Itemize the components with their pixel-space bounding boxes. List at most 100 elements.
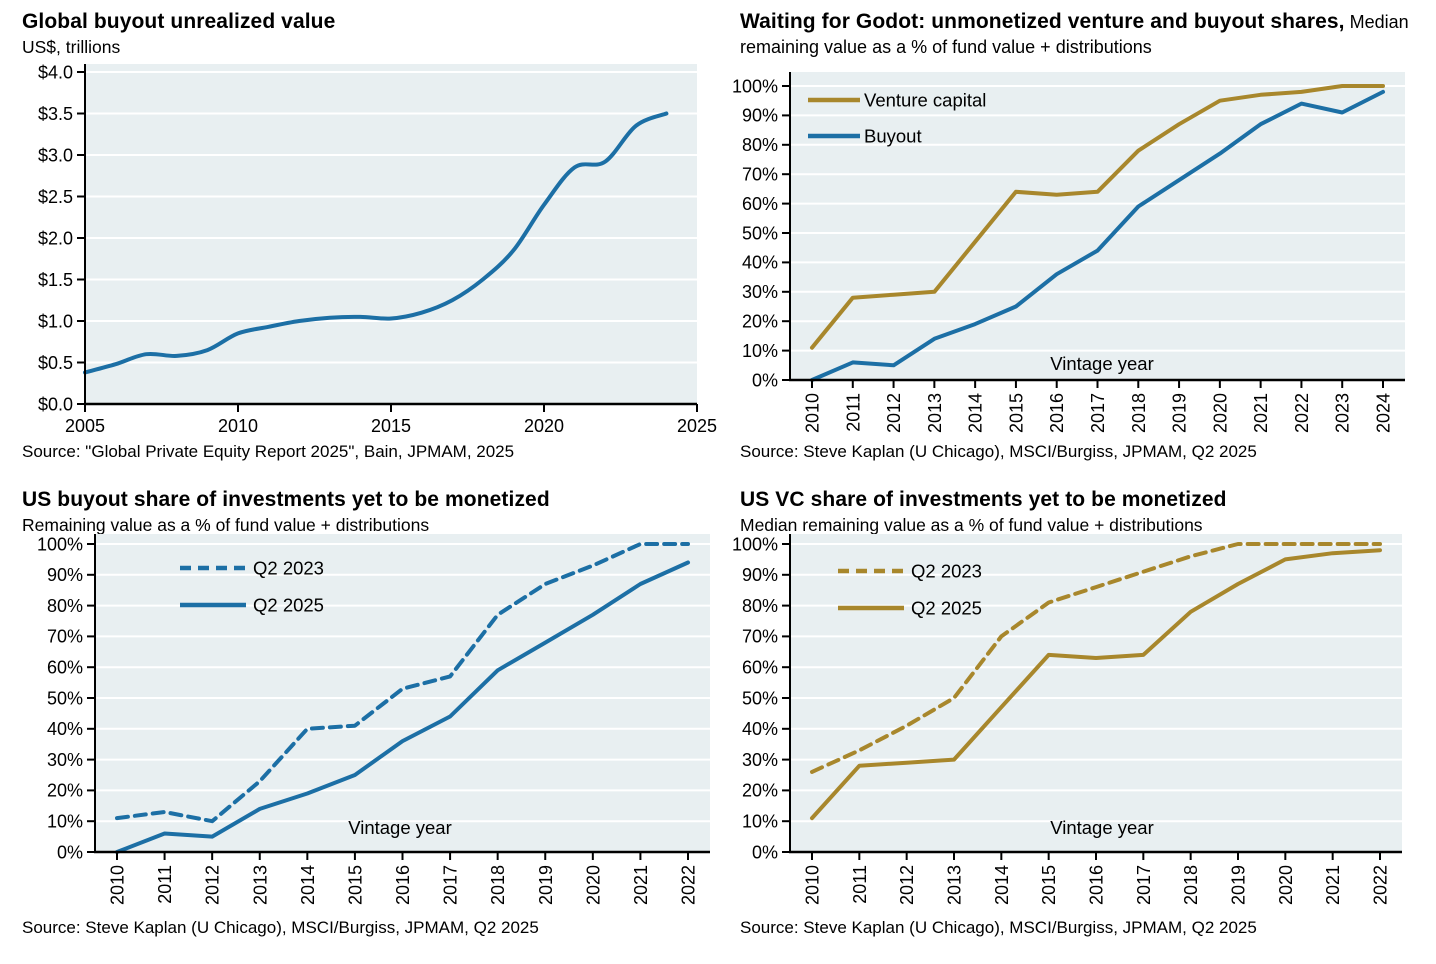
x-tick-label: 2012 [897, 865, 917, 905]
y-tick-label: 10% [742, 812, 778, 832]
chart-title: Waiting for Godot: unmonetized venture a… [740, 9, 1416, 59]
legend: Q2 2023 Q2 2025 [180, 558, 324, 616]
y-tick-label: $2.0 [38, 228, 73, 248]
y-tick-label: 60% [742, 194, 778, 214]
x-tick-label: 2025 [677, 416, 717, 436]
y-tick-label: 90% [742, 565, 778, 585]
y-tick-label: 40% [742, 253, 778, 273]
x-tick-label: 2010 [803, 393, 823, 433]
source-note: Source: Steve Kaplan (U Chicago), MSCI/B… [740, 918, 1257, 937]
x-tick-label: 2020 [583, 865, 603, 905]
y-tick-label: 100% [732, 534, 778, 554]
x-tick-label: 2014 [992, 865, 1012, 905]
y-tick-label: 60% [47, 658, 83, 678]
chart-cell-global-buyout-unrealized-value: Global buyout unrealized value US$, tril… [0, 0, 718, 478]
y-tick-label: 50% [47, 688, 83, 708]
chart-subtitle: Remaining value as a % of fund value + d… [22, 514, 430, 535]
y-tick-label: 10% [47, 812, 83, 832]
x-tick-label: 2021 [631, 865, 651, 905]
series-line-q2-2023 [810, 542, 1382, 774]
chart-title-bold: Global buyout unrealized value [22, 10, 336, 33]
x-tick-label: 2016 [1047, 393, 1067, 433]
chart-canvas: 0% 10% 20% 30% 40% 50% 60% 70% 80% 90% 100% Vintage… [732, 72, 1405, 433]
y-tick-label: 50% [742, 223, 778, 243]
x-axis-tick-labels: 2010 2011 2012 2013 2014 2015 2016 2017 2018 2019… [803, 380, 1394, 433]
chart-title: Global buyout unrealized value [22, 9, 698, 36]
y-axis-tick-labels: 0% 10% 20% 30% 40% 50% 60% 70% 80% 90% 100% [732, 534, 790, 862]
x-tick-label: 2005 [65, 416, 105, 436]
series-line-venture-capital [810, 84, 1385, 350]
y-tick-label: 10% [742, 341, 778, 361]
y-tick-label: $3.5 [38, 104, 73, 124]
series-line-q2-2023 [115, 542, 690, 824]
y-tick-label: 30% [47, 750, 83, 770]
x-tick-label: 2014 [966, 393, 986, 433]
plot-background [790, 72, 1405, 380]
y-tick-label: $1.0 [38, 311, 73, 331]
source-note: Source: "Global Private Equity Report 20… [22, 442, 515, 461]
y-tick-label: $0.0 [38, 394, 73, 414]
plot-background [95, 534, 710, 852]
chart-title-tail: Median remaining value as a % of fund va… [740, 12, 1409, 57]
legend-label: Q2 2023 [911, 561, 982, 582]
y-tick-label: 100% [732, 76, 778, 96]
y-tick-label: 0% [752, 370, 778, 390]
chart-canvas: 0% 10% 20% 30% 40% 50% 60% 70% 80% 90% 100% Vintage… [732, 534, 1402, 905]
y-tick-label: 20% [47, 781, 83, 801]
x-tick-label: 2021 [1251, 393, 1271, 433]
series-lines [83, 111, 669, 375]
y-tick-label: 90% [742, 106, 778, 126]
gridlines [85, 71, 697, 364]
chart-title: US buyout share of investments yet to be… [22, 487, 698, 514]
y-axis-tick-labels: $0.0 $0.5 $1.0 $1.5 $2.0 $2.5 $3.0 $3.5 $4.0 [38, 62, 85, 414]
y-tick-label: 70% [742, 165, 778, 185]
legend-label: Q2 2025 [911, 598, 982, 619]
x-tick-label: 2020 [1276, 865, 1296, 905]
x-tick-label: 2015 [1039, 865, 1059, 905]
series-line-q2-2025 [810, 548, 1382, 821]
y-tick-label: 40% [742, 719, 778, 739]
x-axis-tick-labels: 2010 2011 2012 2013 2014 2015 2016 2017 2018 2019… [803, 852, 1391, 905]
series-line-global-buyout-unrealized-value [83, 111, 669, 375]
x-tick-label: 2015 [1006, 393, 1026, 433]
x-tick-label: 2024 [1374, 393, 1394, 433]
plot-background [85, 64, 697, 404]
y-tick-label: 50% [742, 688, 778, 708]
x-tick-label: 2013 [925, 393, 945, 433]
series-line-q2-2025 [115, 560, 690, 854]
y-tick-label: 80% [742, 596, 778, 616]
x-axis-tick-labels: 2010 2011 2012 2013 2014 2015 2016 2017 2018 2019… [108, 852, 699, 905]
y-tick-label: 90% [47, 565, 83, 585]
x-tick-label: 2019 [1170, 393, 1190, 433]
series-lines [810, 84, 1385, 382]
chart-subtitle: Median remaining value as a % of fund va… [740, 514, 1203, 535]
y-tick-label: 20% [742, 781, 778, 801]
x-tick-label: 2020 [524, 416, 564, 436]
source-note: Source: Steve Kaplan (U Chicago), MSCI/B… [740, 442, 1257, 461]
y-tick-label: $2.5 [38, 187, 73, 207]
chart-title-bold: Waiting for Godot: unmonetized venture a… [740, 10, 1345, 33]
x-tick-label: 2015 [345, 865, 365, 905]
source-note: Source: Steve Kaplan (U Chicago), MSCI/B… [22, 918, 539, 937]
chart-cell-us-buyout-share: US buyout share of investments yet to be… [0, 478, 718, 964]
x-tick-label: 2011 [155, 865, 175, 904]
y-tick-label: 70% [742, 627, 778, 647]
y-tick-label: 20% [742, 312, 778, 332]
legend: Q2 2023 Q2 2025 [838, 561, 982, 619]
x-tick-label: 2022 [679, 865, 699, 905]
y-tick-label: $0.5 [38, 353, 73, 373]
x-tick-label: 2017 [441, 865, 461, 905]
x-tick-label: 2010 [108, 865, 128, 905]
x-tick-label: 2018 [1181, 865, 1201, 905]
y-tick-label: 80% [47, 596, 83, 616]
legend-label: Buyout [864, 126, 922, 147]
y-tick-label: 0% [57, 842, 83, 862]
chart-subtitle: US$, trillions [22, 36, 121, 57]
chart-cell-waiting-for-godot: Waiting for Godot: unmonetized venture a… [718, 0, 1436, 478]
chart-canvas: $0.0 $0.5 $1.0 $1.5 $2.0 $2.5 $3.0 $3.5 $4.0 2005… [38, 62, 717, 436]
x-tick-label: 2017 [1134, 865, 1154, 905]
x-axis-caption: Vintage year [1050, 817, 1154, 838]
x-tick-label: 2012 [203, 865, 223, 905]
series-lines [810, 542, 1382, 821]
